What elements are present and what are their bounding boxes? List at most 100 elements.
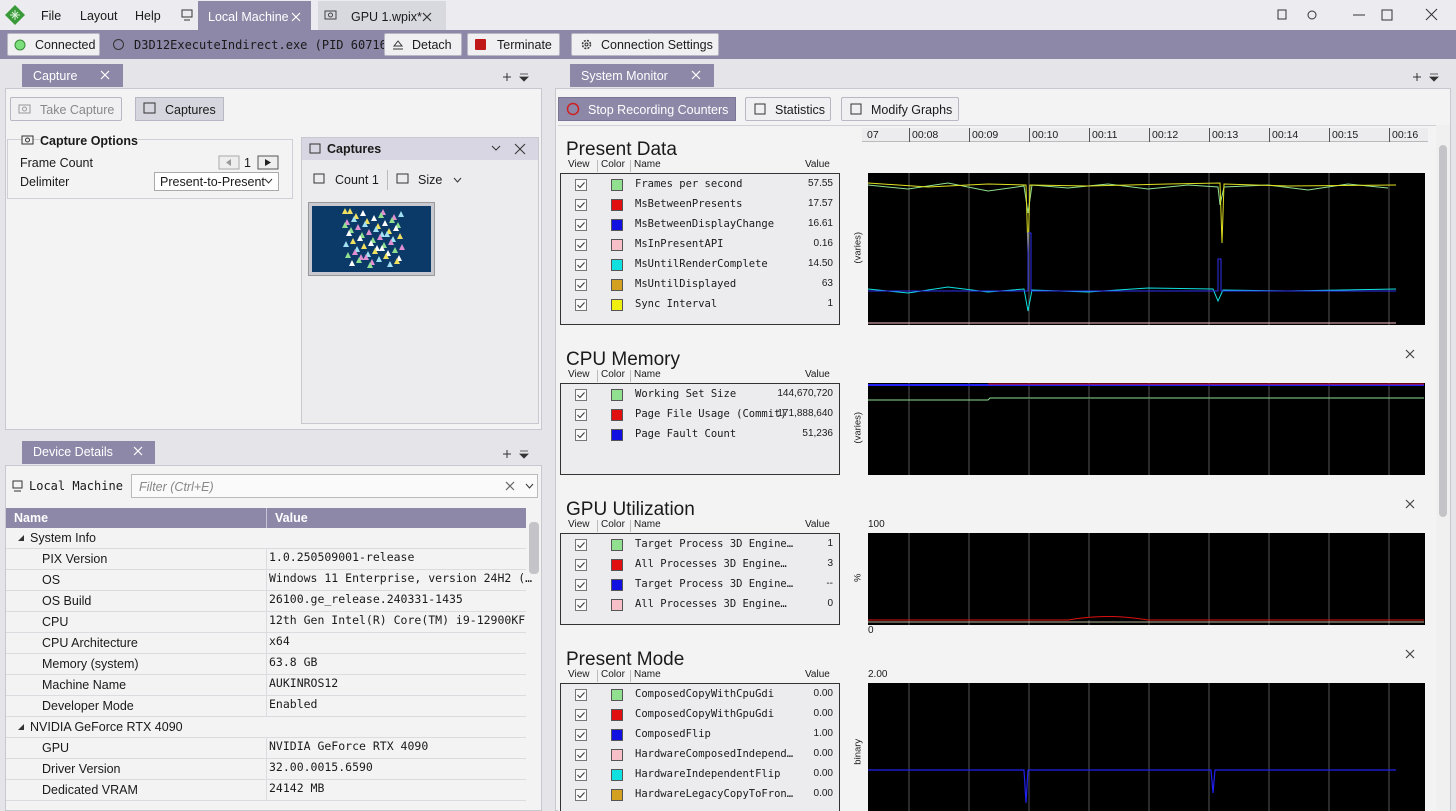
color-swatch[interactable] <box>611 729 623 741</box>
color-swatch[interactable] <box>611 259 623 271</box>
checkbox[interactable] <box>575 599 587 611</box>
count-label[interactable]: Count 1 <box>335 173 379 187</box>
checkbox[interactable] <box>575 389 587 401</box>
detach-button[interactable] <box>384 33 462 56</box>
stop-recording-button[interactable] <box>558 97 736 121</box>
connected-button[interactable] <box>7 33 100 56</box>
counter-value: 0.00 <box>813 748 833 759</box>
color-swatch[interactable] <box>611 299 623 311</box>
counter-value: 14.50 <box>807 258 833 269</box>
checkbox[interactable] <box>575 689 587 701</box>
close-icon <box>1405 349 1415 359</box>
capture-options-group <box>7 139 293 199</box>
checkbox[interactable] <box>575 559 587 571</box>
checkbox[interactable] <box>575 299 587 311</box>
counter-value: 0 <box>827 598 833 609</box>
timeline-label: 00:10 <box>1032 129 1059 141</box>
cell-divider <box>266 612 267 633</box>
color-swatch[interactable] <box>611 199 623 211</box>
column-divider <box>597 160 598 172</box>
take-capture-button[interactable] <box>10 97 122 121</box>
axis-label: (varies) <box>852 411 864 444</box>
cell-divider <box>266 696 267 717</box>
terminate-button[interactable] <box>467 33 560 56</box>
group-name[interactable]: System Info <box>30 531 96 545</box>
row-line <box>6 548 526 549</box>
process-icon <box>113 39 124 50</box>
monitor-tab[interactable] <box>570 64 714 87</box>
color-swatch[interactable] <box>611 689 623 701</box>
frame-count-value[interactable]: 1 <box>244 156 251 170</box>
counter-value: 0.00 <box>813 708 833 719</box>
checkbox[interactable] <box>575 259 587 271</box>
menu-item[interactable]: File <box>41 9 62 23</box>
monitor-button[interactable] <box>745 97 831 121</box>
color-swatch[interactable] <box>611 709 623 721</box>
capture-tab[interactable] <box>22 64 123 87</box>
panel-menu-icons <box>1413 73 1439 82</box>
color-swatch[interactable] <box>611 789 623 801</box>
group-name[interactable]: NVIDIA GeForce RTX 4090 <box>30 720 183 734</box>
counter-name: Frames per second <box>635 178 743 190</box>
property-value: 12th Gen Intel(R) Core(TM) i9-12900KF <box>269 613 526 627</box>
counter-value: 1 <box>827 538 833 549</box>
color-swatch[interactable] <box>611 279 623 291</box>
checkbox[interactable] <box>575 789 587 801</box>
color-swatch[interactable] <box>611 409 623 421</box>
filter-placeholder: Filter (Ctrl+E) <box>139 480 214 494</box>
color-swatch[interactable] <box>611 749 623 761</box>
menu-item[interactable]: Help <box>135 9 161 23</box>
tab-title[interactable]: GPU 1.wpix* <box>351 10 422 24</box>
counter-name: MsUntilDisplayed <box>635 278 737 290</box>
row-line <box>6 611 526 612</box>
counter-table <box>560 533 840 625</box>
color-swatch[interactable] <box>611 239 623 251</box>
checkbox[interactable] <box>575 219 587 231</box>
color-swatch[interactable] <box>611 599 623 611</box>
menu-item[interactable]: Layout <box>80 9 118 23</box>
checkbox[interactable] <box>575 579 587 591</box>
checkbox[interactable] <box>575 709 587 721</box>
checkbox[interactable] <box>575 409 587 421</box>
color-swatch[interactable] <box>611 179 623 191</box>
column-header: Name <box>634 159 661 170</box>
column-header: Value <box>805 519 830 530</box>
counter-name: HardwareIndependentFlip <box>635 768 781 780</box>
tab-title[interactable]: Local Machine <box>208 10 289 24</box>
counter-value: 0.00 <box>813 788 833 799</box>
color-swatch[interactable] <box>611 219 623 231</box>
checkbox[interactable] <box>575 729 587 741</box>
color-swatch[interactable] <box>611 559 623 571</box>
local-machine-tab[interactable] <box>198 1 311 30</box>
connection-settings-button[interactable] <box>571 33 719 56</box>
delimiter-dropdown[interactable] <box>154 172 279 191</box>
button-label: Captures <box>165 103 216 117</box>
device-tab[interactable] <box>22 441 155 464</box>
checkbox[interactable] <box>575 539 587 551</box>
checkbox[interactable] <box>575 279 587 291</box>
color-swatch[interactable] <box>611 389 623 401</box>
counter-value: 144,670,720 <box>777 388 833 399</box>
record-icon <box>566 102 580 116</box>
captures-button[interactable] <box>135 97 224 121</box>
timeline <box>862 128 1428 142</box>
counter-name: ComposedCopyWithGpuGdi <box>635 708 775 720</box>
checkbox[interactable] <box>575 199 587 211</box>
checkbox[interactable] <box>575 429 587 441</box>
checkbox[interactable] <box>575 769 587 781</box>
checkbox[interactable] <box>575 239 587 251</box>
color-swatch[interactable] <box>611 579 623 591</box>
sort-label[interactable]: Size <box>418 173 443 187</box>
color-swatch[interactable] <box>611 539 623 551</box>
checkbox[interactable] <box>575 179 587 191</box>
counter-name: Target Process 3D Engine… <box>635 538 794 550</box>
row-line <box>6 695 526 696</box>
tab-title: Capture <box>33 69 78 83</box>
color-swatch[interactable] <box>611 769 623 781</box>
row-line <box>6 758 526 759</box>
color-swatch[interactable] <box>611 429 623 441</box>
checkbox[interactable] <box>575 749 587 761</box>
filter-box[interactable] <box>131 474 538 498</box>
machine-label[interactable]: Local Machine <box>29 479 123 493</box>
close-icon <box>133 446 143 456</box>
